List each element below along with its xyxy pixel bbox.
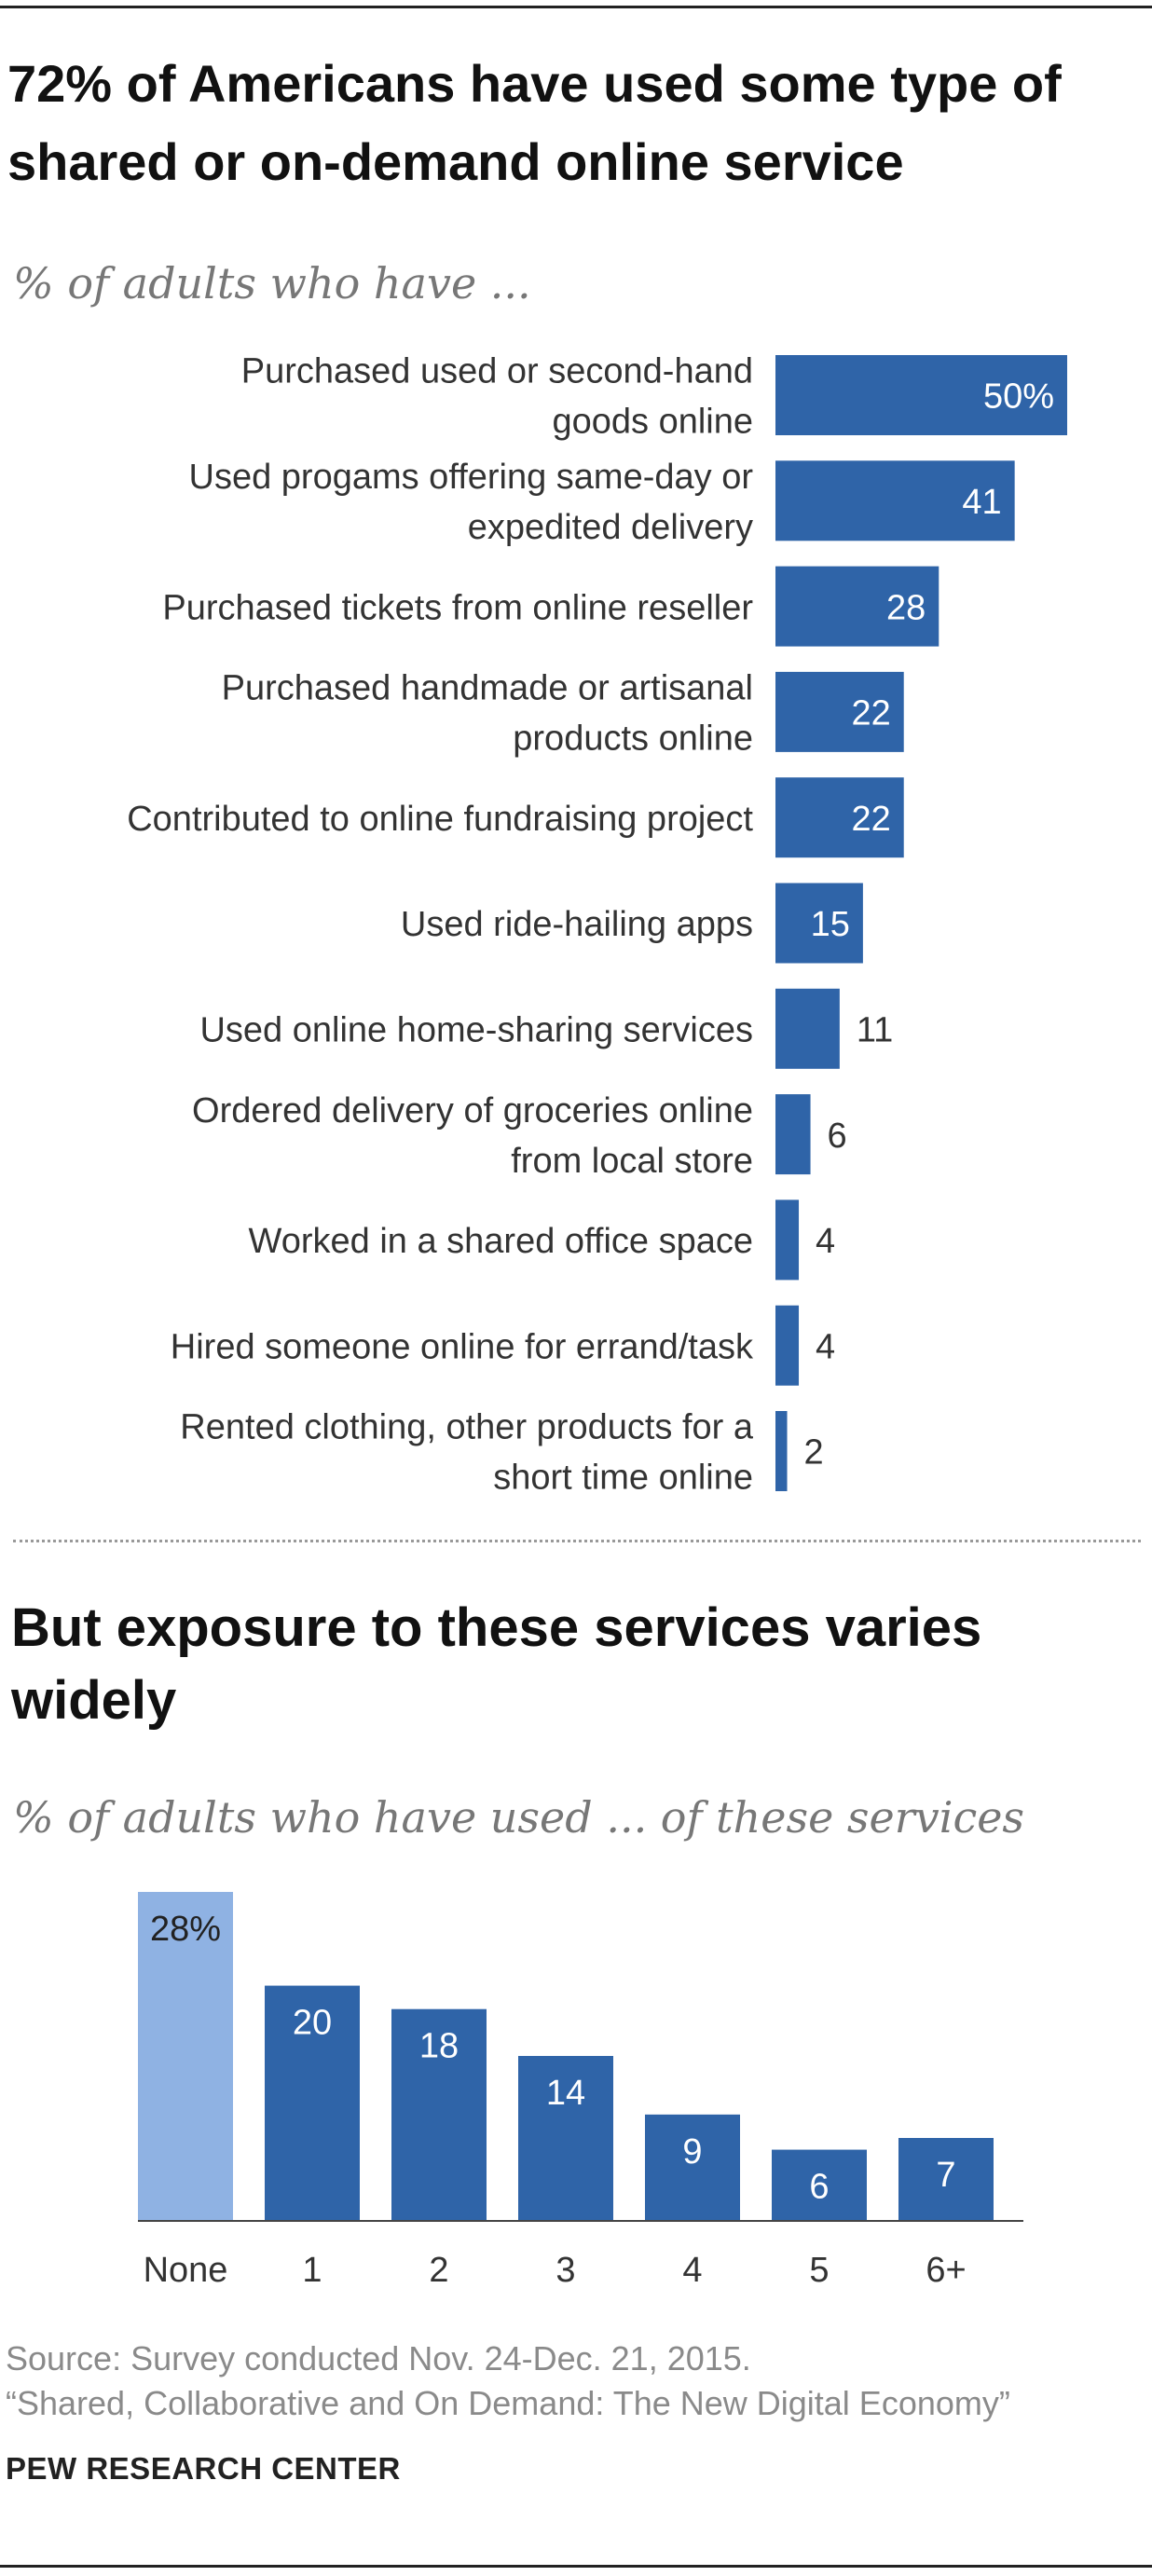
bar bbox=[775, 1094, 811, 1175]
section-divider bbox=[13, 1540, 1141, 1542]
data-label: 7 bbox=[936, 2156, 955, 2195]
category-label: Purchased tickets from online reseller bbox=[162, 588, 753, 627]
category-label: goods online bbox=[552, 403, 753, 442]
bar bbox=[391, 2008, 487, 2220]
bottom-rule bbox=[0, 2565, 1152, 2568]
second-chart-title: But exposure to these services varies wi… bbox=[11, 1597, 982, 1731]
category-label: Worked in a shared office space bbox=[249, 1222, 753, 1261]
data-label: 11 bbox=[857, 1010, 893, 1049]
x-tick-label: 3 bbox=[555, 2251, 575, 2290]
bar bbox=[518, 2056, 613, 2220]
bar bbox=[775, 355, 1067, 435]
data-label: 6 bbox=[828, 1117, 847, 1156]
data-label: 20 bbox=[293, 2004, 332, 2043]
category-label: Purchased handmade or artisanal bbox=[222, 669, 753, 708]
data-label: 4 bbox=[816, 1327, 835, 1366]
source-note: Source: Survey conducted Nov. 24-Dec. 21… bbox=[6, 2339, 751, 2377]
category-label: Ordered delivery of groceries online bbox=[192, 1091, 753, 1130]
data-label: 4 bbox=[816, 1222, 835, 1261]
bar bbox=[775, 1305, 800, 1386]
category-label: Rented clothing, other products for a bbox=[180, 1408, 754, 1447]
data-label: 22 bbox=[851, 694, 890, 733]
bar bbox=[775, 883, 863, 964]
bar bbox=[775, 988, 840, 1069]
pew-logo-text: PEW RESEARCH CENTER bbox=[6, 2451, 401, 2486]
second-chart-subtitle: % of adults who have used ... of these s… bbox=[13, 1792, 1025, 1843]
data-label: 41 bbox=[962, 483, 1001, 522]
data-label: 9 bbox=[682, 2132, 702, 2172]
data-label: 28% bbox=[150, 1910, 221, 1949]
bar bbox=[645, 2114, 740, 2220]
data-label: 2 bbox=[804, 1433, 824, 1473]
x-tick-label: 4 bbox=[682, 2251, 702, 2290]
category-label: from local store bbox=[511, 1142, 753, 1181]
bar bbox=[898, 2138, 994, 2220]
x-tick-label: 1 bbox=[302, 2251, 322, 2290]
x-tick-label: None bbox=[144, 2251, 228, 2290]
data-label: 50% bbox=[983, 377, 1054, 417]
data-label: 22 bbox=[851, 800, 890, 839]
category-label: short time online bbox=[493, 1459, 753, 1498]
data-label: 18 bbox=[419, 2027, 459, 2066]
bar bbox=[775, 1411, 788, 1491]
top-rule bbox=[0, 6, 1152, 8]
category-label: Purchased used or second-hand bbox=[241, 352, 753, 391]
x-tick-label: 6+ bbox=[926, 2251, 966, 2290]
category-label: Used ride-hailing apps bbox=[401, 905, 753, 944]
category-label: Used online home-sharing services bbox=[199, 1010, 753, 1049]
category-label: Used progams offering same-day or bbox=[189, 458, 754, 497]
data-label: 28 bbox=[886, 588, 926, 627]
bar bbox=[265, 1985, 360, 2220]
horizontal-bar-chart: Purchased used or second-hand goods onlin… bbox=[127, 352, 1067, 1498]
x-tick-label: 5 bbox=[809, 2251, 829, 2290]
category-label: Contributed to online fundraising projec… bbox=[127, 800, 753, 839]
report-title: “Shared, Collaborative and On Demand: Th… bbox=[6, 2384, 1010, 2422]
chart-subtitle: % of adults who have ... bbox=[13, 258, 531, 308]
bar bbox=[775, 1199, 800, 1281]
bar bbox=[138, 1892, 233, 2220]
category-label: expedited delivery bbox=[468, 508, 753, 547]
bar bbox=[775, 460, 1015, 541]
vertical-bar-chart: 28% None 20 1 18 2 14 3 9 4 6 5 7 6+ bbox=[138, 1892, 1023, 2290]
bar bbox=[775, 671, 904, 752]
bar bbox=[775, 777, 904, 858]
chart-title: 72% of Americans have used some type of … bbox=[7, 54, 1062, 191]
data-label: 6 bbox=[809, 2168, 829, 2207]
x-tick-label: 2 bbox=[429, 2251, 448, 2290]
bar bbox=[772, 2149, 867, 2220]
category-label: products online bbox=[513, 719, 753, 759]
bar bbox=[775, 566, 939, 647]
data-label: 15 bbox=[811, 905, 850, 944]
data-label: 14 bbox=[546, 2074, 585, 2113]
category-label: Hired someone online for errand/task bbox=[171, 1327, 754, 1366]
